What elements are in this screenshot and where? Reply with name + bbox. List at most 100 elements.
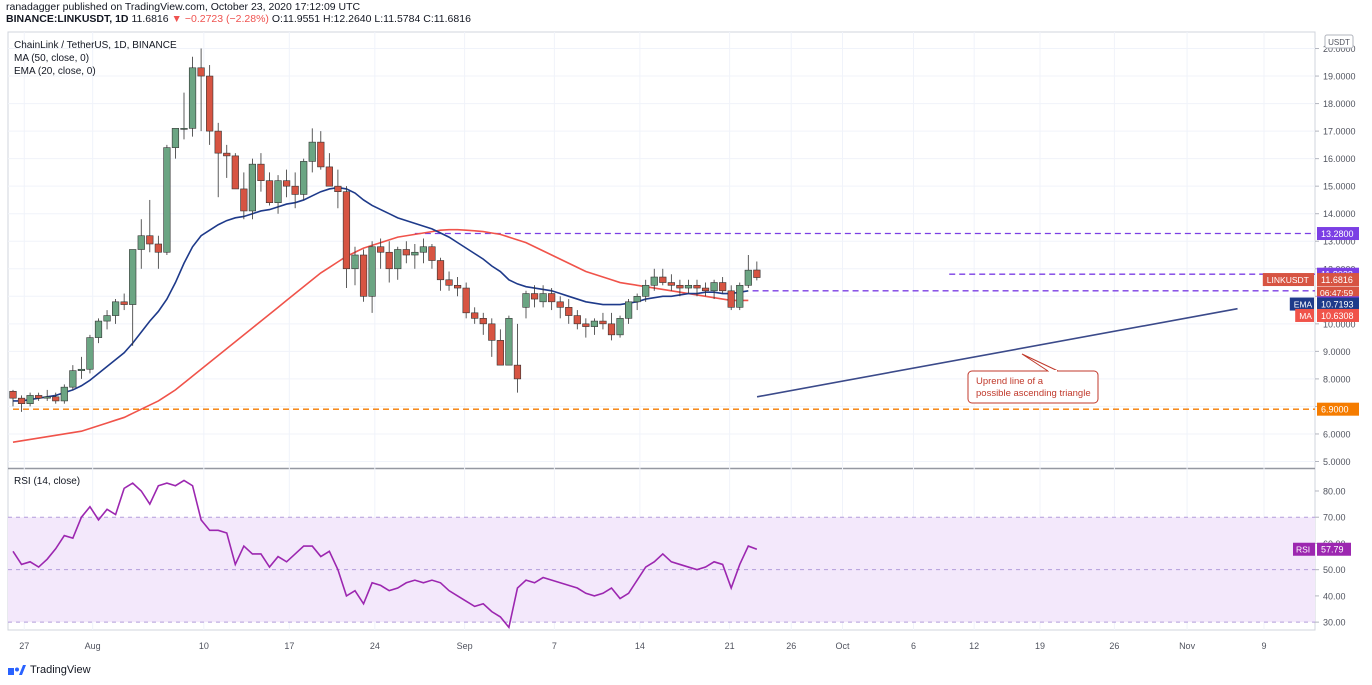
candle <box>129 249 137 346</box>
candle <box>240 172 248 220</box>
ema20-line[interactable] <box>13 186 749 402</box>
price-axis[interactable]: 20.0000 19.0000 18.0000 17.0000 16.0000 15.00… <box>1315 34 1356 467</box>
candle <box>522 290 530 319</box>
annotation-text: possible ascending triangle <box>976 388 1091 399</box>
candle-body <box>52 396 60 402</box>
candle-body <box>120 301 128 305</box>
horizontal-levels[interactable] <box>13 232 1315 410</box>
candle <box>402 241 410 264</box>
candle-body <box>530 293 539 300</box>
candle-body <box>607 323 616 336</box>
tradingview-footer[interactable]: TradingView <box>8 664 91 676</box>
time-tick-label: Sep <box>457 641 473 651</box>
candle-body <box>445 279 453 286</box>
time-tick-label: 12 <box>969 641 979 651</box>
candle <box>753 261 761 281</box>
price-tick-label: 17.0000 <box>1323 127 1356 137</box>
candle <box>701 282 710 297</box>
time-tick-label: 24 <box>370 641 380 651</box>
rsi-tag-prefix-box <box>1293 542 1315 556</box>
candle <box>727 285 735 311</box>
candle-body <box>667 282 675 286</box>
candle <box>650 268 658 291</box>
time-tick-label: Nov <box>1179 641 1196 651</box>
candle-body <box>642 284 650 297</box>
candle <box>334 169 342 209</box>
candle <box>60 384 68 404</box>
candle-body <box>248 163 257 212</box>
candle <box>368 241 376 313</box>
candle-body <box>325 166 333 187</box>
candle-body <box>154 243 162 253</box>
candle-body <box>727 290 735 308</box>
candle <box>17 395 26 412</box>
rsi-tag-box <box>1317 542 1351 556</box>
annotation-box <box>967 370 1099 404</box>
chart-canvas[interactable]: 20.0000 19.0000 18.0000 17.0000 16.0000 15.00… <box>0 0 1372 660</box>
candle-body <box>402 249 410 256</box>
time-axis[interactable]: 27 Aug 10 17 24 Sep 7 14 21 26 Oct 6 12 19 26 Nov 9 <box>19 641 1266 651</box>
candle <box>556 296 564 319</box>
candle-body <box>103 315 111 322</box>
rsi-line[interactable] <box>12 479 758 630</box>
ema20-path <box>13 186 749 402</box>
annotation-pointer <box>1021 353 1059 372</box>
candle-body <box>556 301 564 308</box>
candle <box>496 329 504 366</box>
candle <box>573 310 581 330</box>
candle-body <box>650 276 658 286</box>
candle-body <box>428 246 436 261</box>
candle <box>616 315 624 338</box>
candle <box>719 277 727 294</box>
publish-info: ranadagger published on TradingView.com,… <box>6 1 361 13</box>
candle <box>744 255 752 289</box>
candle <box>94 318 103 344</box>
candle-body <box>26 395 34 404</box>
price-tick-label: 5.0000 <box>1323 457 1351 467</box>
candle-body <box>77 368 85 371</box>
candle-body <box>86 337 94 370</box>
candle <box>86 334 94 374</box>
candle <box>223 144 231 178</box>
candle-body <box>317 141 325 168</box>
candle <box>214 122 222 198</box>
trendline[interactable] <box>756 307 1238 398</box>
candle-body <box>129 249 137 305</box>
candle-body <box>488 323 496 341</box>
time-tick-label: 10 <box>199 641 209 651</box>
candles[interactable] <box>9 48 761 412</box>
candle-body <box>599 320 607 325</box>
candle <box>308 128 316 173</box>
rsi-tag-prefix: RSI <box>1296 545 1310 555</box>
candle <box>428 243 436 269</box>
candle-body <box>214 130 222 154</box>
candle <box>231 153 239 190</box>
candle-body <box>300 161 308 195</box>
candle <box>385 241 393 283</box>
candle-body <box>590 320 598 327</box>
price-tick-label: 10.0000 <box>1323 319 1356 329</box>
price-tag-value: 11.6816 <box>1321 275 1353 285</box>
price-tag-prefix-box <box>1289 297 1314 311</box>
price-tag-prefix: MA <box>1299 311 1312 321</box>
rsi-tick-label: 50.00 <box>1323 565 1346 575</box>
candle <box>9 389 17 407</box>
candle <box>548 288 556 311</box>
candle-body <box>419 246 428 253</box>
candle <box>471 307 479 324</box>
candle <box>146 199 154 253</box>
candle <box>103 310 111 330</box>
rsi-tick-label: 80.00 <box>1323 486 1346 496</box>
candle-body <box>9 390 17 399</box>
candle-body <box>351 254 359 270</box>
time-tick-label: 26 <box>786 641 796 651</box>
currency-badge <box>1324 34 1354 49</box>
candle-body <box>112 301 120 316</box>
price-tag-box <box>1317 402 1359 416</box>
rsi-path <box>12 479 758 630</box>
candle-body <box>35 395 43 399</box>
candle <box>479 312 487 335</box>
candle <box>693 279 701 297</box>
